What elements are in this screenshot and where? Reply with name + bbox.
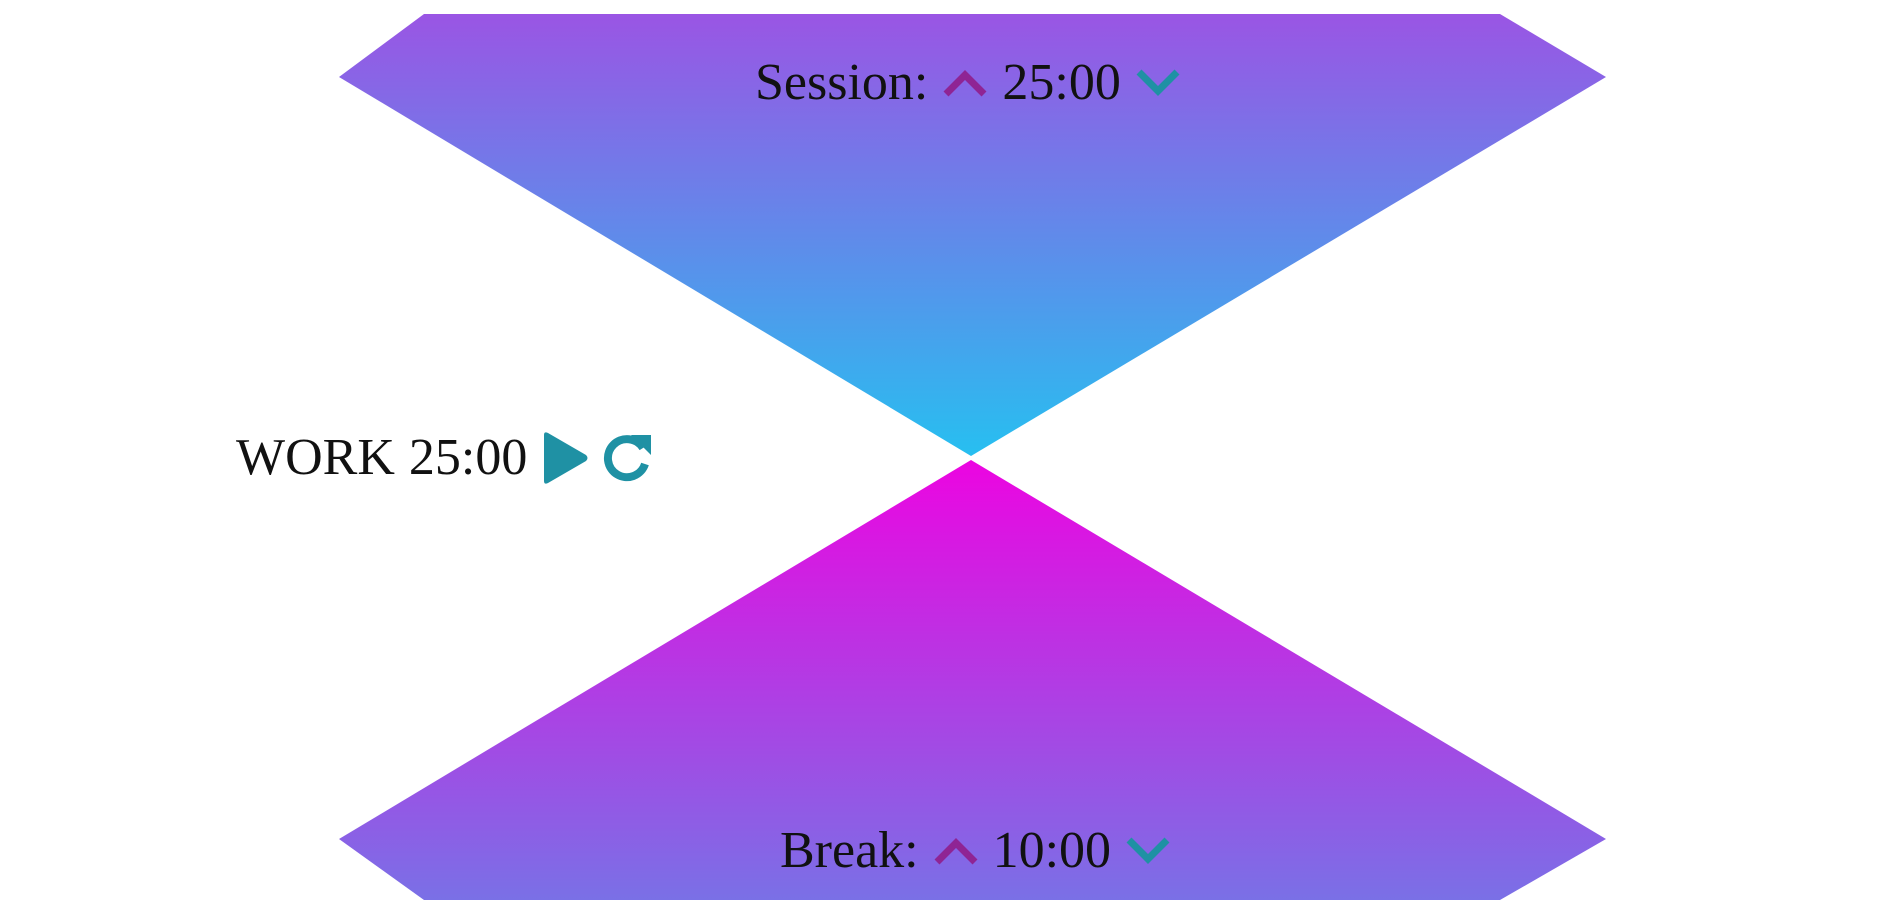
timer-mode-label: WORK: [236, 429, 395, 486]
chevron-up-icon: [934, 838, 978, 865]
play-icon: [544, 432, 588, 484]
play-button[interactable]: [541, 431, 589, 485]
break-panel: [339, 460, 1606, 900]
session-panel: [339, 14, 1606, 456]
break-label: Break:: [780, 822, 919, 879]
timer-display: WORK 25:00: [236, 431, 655, 485]
break-increment-button[interactable]: [933, 836, 979, 866]
reset-button[interactable]: [601, 431, 655, 485]
session-length-value: 25:00: [1002, 54, 1121, 111]
timer-countdown: 25:00: [408, 429, 528, 486]
break-length-value: 10:00: [992, 822, 1112, 879]
session-decrement-button[interactable]: [1135, 68, 1181, 98]
chevron-down-icon: [1126, 837, 1170, 864]
session-label: Session:: [755, 54, 929, 111]
chevron-down-icon: [1136, 69, 1180, 96]
session-control: Session: 25:00: [755, 57, 1181, 109]
session-increment-button[interactable]: [942, 68, 988, 98]
break-decrement-button[interactable]: [1125, 836, 1171, 866]
break-control: Break: 10:00: [780, 825, 1171, 877]
chevron-up-icon: [943, 70, 987, 97]
refresh-icon: [604, 435, 652, 482]
